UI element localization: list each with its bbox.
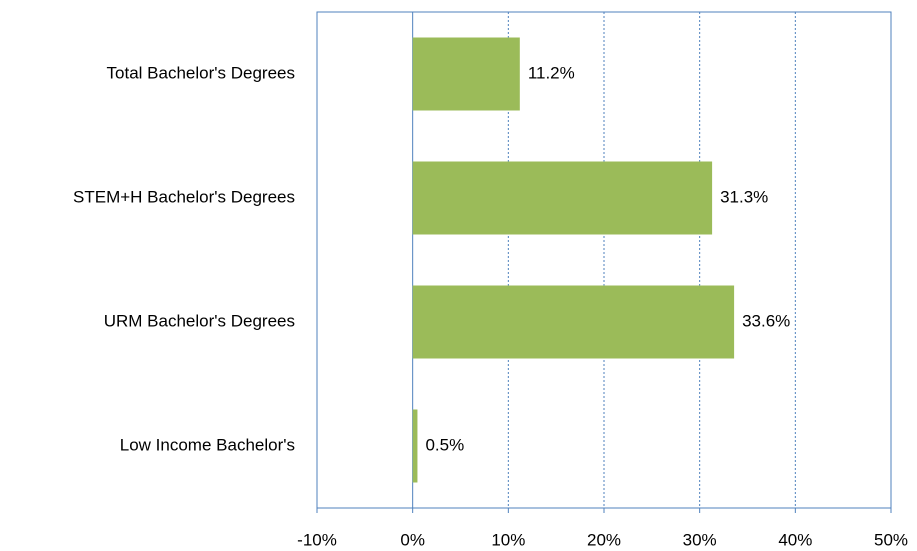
data-label: 0.5%: [425, 435, 464, 454]
data-label: 11.2%: [528, 63, 575, 82]
x-tick-label: -10%: [297, 530, 337, 549]
x-tick-label: 40%: [778, 530, 812, 549]
y-tick-label: Low Income Bachelor's: [120, 435, 295, 454]
x-tick-label: 50%: [874, 530, 908, 549]
bar: [412, 285, 735, 359]
x-tick-label: 0%: [400, 530, 425, 549]
data-label: 33.6%: [742, 311, 790, 330]
x-tick-label: 10%: [491, 530, 525, 549]
y-tick-label: STEM+H Bachelor's Degrees: [73, 187, 295, 206]
x-tick-label: 30%: [683, 530, 717, 549]
y-tick-label: Total Bachelor's Degrees: [107, 63, 295, 82]
bar: [412, 409, 418, 483]
data-label: 31.3%: [720, 187, 768, 206]
y-tick-label: URM Bachelor's Degrees: [104, 311, 295, 330]
bar: [412, 161, 713, 235]
bar: [412, 37, 520, 111]
x-tick-label: 20%: [587, 530, 621, 549]
